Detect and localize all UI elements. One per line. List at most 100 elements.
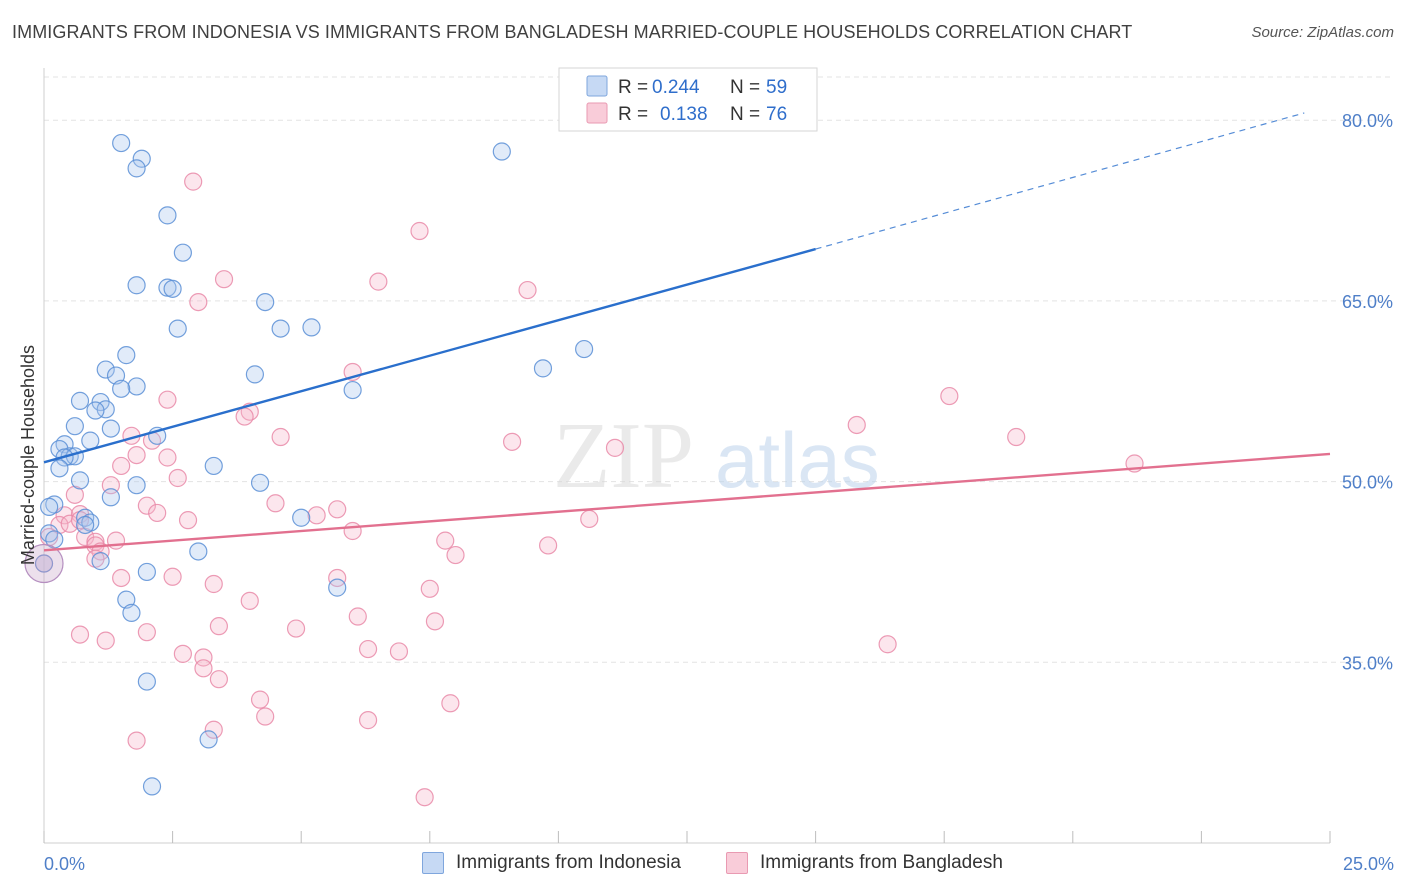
point-indonesia	[142, 777, 162, 796]
point-indonesia	[533, 359, 553, 378]
point-indonesia	[271, 319, 290, 338]
legend-swatch-bangladesh	[586, 102, 608, 124]
y-tick-label: 65.0%	[1342, 292, 1393, 312]
legend-item-indonesia[interactable]: Immigrants from Indonesia	[422, 852, 681, 874]
legend-n-label-bangladesh: N =	[730, 104, 760, 125]
point-bangladesh	[158, 448, 177, 467]
point-indonesia	[127, 377, 146, 396]
point-bangladesh	[214, 270, 234, 289]
point-indonesia	[492, 142, 511, 161]
trendline-indonesia-extension	[815, 112, 1305, 250]
y-tick-label: 35.0%	[1342, 653, 1393, 673]
point-indonesia	[137, 562, 156, 582]
legend-swatch-indonesia	[586, 75, 608, 97]
point-bangladesh	[328, 500, 347, 519]
point-bangladesh	[137, 496, 156, 515]
point-bangladesh	[358, 711, 378, 730]
point-bangladesh	[425, 612, 445, 631]
point-indonesia	[101, 419, 120, 438]
point-bangladesh	[343, 521, 362, 541]
point-indonesia	[168, 319, 187, 338]
point-indonesia	[250, 473, 270, 492]
point-indonesia	[343, 380, 362, 400]
point-indonesia	[199, 730, 218, 749]
point-bangladesh	[271, 427, 290, 447]
y-tick-labels: 35.0% 50.0% 65.0% 80.0%	[1342, 111, 1393, 673]
points-bangladesh	[34, 172, 1144, 807]
point-indonesia	[122, 603, 141, 623]
legend-label-indonesia: Immigrants from Indonesia	[456, 852, 681, 873]
point-indonesia	[132, 149, 151, 168]
grid-layer	[44, 76, 1392, 663]
point-indonesia	[34, 554, 54, 573]
point-indonesia	[256, 292, 275, 312]
point-bangladesh	[148, 503, 167, 523]
point-bangladesh	[194, 659, 213, 678]
legend-n-label-indonesia: N =	[730, 77, 760, 98]
point-bangladesh	[256, 707, 275, 726]
point-bangladesh	[441, 694, 460, 713]
legend-n-value-bangladesh: 76	[766, 104, 787, 125]
point-bangladesh	[847, 415, 866, 435]
point-bangladesh	[358, 639, 378, 659]
point-bangladesh	[328, 568, 347, 588]
point-indonesia	[328, 578, 347, 597]
trendline-indonesia	[43, 247, 816, 464]
point-bangladesh	[250, 690, 270, 709]
point-bangladesh	[878, 635, 897, 654]
legend-top: R = 0.244 N = 59 R = 0.138 N = 76	[558, 67, 818, 132]
point-bangladesh	[415, 788, 434, 807]
legend-item-bangladesh[interactable]: Immigrants from Bangladesh	[726, 852, 1003, 874]
point-indonesia	[204, 456, 223, 476]
x-tick-label-min: 0.0%	[44, 854, 85, 874]
point-bangladesh	[204, 720, 223, 739]
point-indonesia	[158, 206, 177, 225]
point-indonesia	[302, 318, 321, 337]
point-bangladesh	[137, 623, 156, 642]
point-indonesia	[76, 508, 95, 527]
point-bangladesh	[369, 272, 388, 291]
legend-n-value-indonesia: 59	[766, 77, 787, 98]
point-bangladesh	[235, 407, 254, 426]
axis-layer	[43, 68, 1331, 844]
legend-r-label-bangladesh: R =	[618, 104, 648, 125]
point-bangladesh	[605, 438, 625, 457]
point-indonesia	[76, 515, 95, 535]
chart-title: IMMIGRANTS FROM INDONESIA VS IMMIGRANTS …	[12, 22, 1133, 42]
point-bangladesh	[189, 292, 208, 312]
point-bangladesh	[184, 172, 203, 191]
point-indonesia	[117, 346, 136, 365]
point-cluster	[24, 543, 64, 584]
point-indonesia	[575, 339, 594, 359]
points-indonesia	[24, 133, 594, 796]
point-bangladesh	[96, 631, 115, 650]
point-bangladesh	[168, 468, 187, 488]
point-bangladesh	[503, 432, 522, 451]
point-bangladesh	[420, 579, 439, 598]
point-indonesia	[70, 471, 90, 490]
point-indonesia	[101, 488, 120, 507]
point-bangladesh	[286, 619, 306, 638]
point-indonesia	[40, 497, 59, 516]
legend-bottom: Immigrants from Indonesia Immigrants fro…	[0, 852, 1406, 878]
point-indonesia	[245, 365, 265, 384]
y-tick-label: 80.0%	[1342, 111, 1393, 131]
point-indonesia	[65, 417, 84, 436]
point-bangladesh	[580, 509, 599, 529]
point-indonesia	[127, 276, 146, 295]
watermark: ZIP atlas	[553, 404, 880, 508]
point-bangladesh	[70, 625, 90, 644]
trend-layer	[43, 112, 1331, 552]
point-bangladesh	[389, 642, 409, 661]
legend-swatch-bangladesh	[726, 852, 748, 874]
y-tick-label: 50.0%	[1342, 473, 1393, 493]
point-bangladesh	[127, 445, 146, 465]
source-credit: Source: ZipAtlas.com	[1251, 24, 1394, 41]
point-bangladesh	[60, 514, 79, 533]
point-bangladesh	[127, 731, 146, 750]
point-bangladesh	[106, 531, 126, 550]
point-bangladesh	[65, 485, 84, 504]
legend-label-bangladesh: Immigrants from Bangladesh	[760, 852, 1003, 873]
point-bangladesh	[112, 568, 131, 588]
